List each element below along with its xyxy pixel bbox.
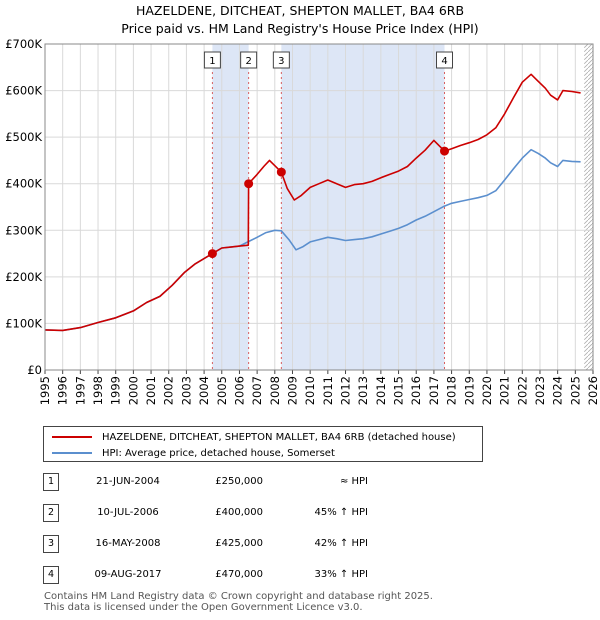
x-tick-label: 2010 (303, 376, 317, 405)
legend-label-property: HAZELDENE, DITCHEAT, SHEPTON MALLET, BA4… (102, 431, 456, 443)
sale-date: 10-JUL-2006 (97, 507, 159, 518)
x-tick-label: 2000 (126, 376, 140, 405)
x-tick-label: 2022 (515, 376, 529, 405)
sale-marker-box (436, 51, 454, 69)
sale-point (207, 249, 217, 259)
legend-item-property: HAZELDENE, DITCHEAT, SHEPTON MALLET, BA4… (52, 429, 456, 445)
sale-number-badge: 2 (43, 504, 59, 522)
sale-point (276, 167, 286, 177)
x-tick-label: 2003 (179, 376, 193, 405)
chart-legend: HAZELDENE, DITCHEAT, SHEPTON MALLET, BA4… (43, 426, 483, 462)
x-tick-label: 2001 (144, 376, 158, 405)
y-tick-label: £600K (5, 84, 42, 98)
series-line-property (44, 73, 581, 332)
sale-hpi-comparison: 42% ↑ HPI (314, 538, 368, 549)
x-tick-label: 2025 (568, 376, 582, 405)
footer-line-copyright: Contains HM Land Registry data © Crown c… (44, 591, 433, 602)
sale-point (440, 146, 450, 156)
x-tick-label: 2024 (551, 376, 565, 405)
sale-marker-box (240, 51, 258, 69)
x-tick-label: 1995 (38, 376, 52, 405)
y-tick-label: £200K (5, 270, 42, 284)
x-tick-label: 2021 (498, 376, 512, 405)
sale-marker-label: 1 (209, 56, 215, 67)
sale-marker-box (272, 51, 290, 69)
x-tick-label: 2006 (232, 376, 246, 405)
sale-marker-label: 2 (245, 56, 251, 67)
x-tick-label: 2007 (250, 376, 264, 405)
legend-item-hpi: HPI: Average price, detached house, Some… (52, 445, 335, 461)
sale-price: £250,000 (215, 476, 263, 487)
sale-number-badge: 3 (43, 535, 59, 553)
x-tick-label: 2016 (409, 376, 423, 405)
x-tick-label: 2019 (462, 376, 476, 405)
sale-hpi-comparison: 33% ↑ HPI (314, 569, 368, 580)
sale-hpi-comparison: 45% ↑ HPI (314, 507, 368, 518)
x-tick-label: 2002 (162, 376, 176, 405)
footer-line-licence: This data is licensed under the Open Gov… (44, 602, 363, 613)
sale-marker-label: 3 (278, 56, 284, 67)
x-tick-label: 2005 (215, 376, 229, 405)
x-tick-label: 2008 (268, 376, 282, 405)
sale-number-badge: 4 (43, 566, 59, 584)
x-tick-label: 2023 (533, 376, 547, 405)
y-tick-label: £300K (5, 223, 42, 237)
sale-price: £400,000 (215, 507, 263, 518)
footer-attribution: Contains HM Land Registry data © Crown c… (44, 591, 433, 613)
y-tick-label: £100K (5, 316, 42, 330)
sale-hpi-comparison: ≈ HPI (339, 476, 368, 487)
y-tick-label: £0 (27, 363, 42, 377)
sale-marker-label: 4 (441, 56, 447, 67)
y-tick-label: £400K (5, 177, 42, 191)
x-tick-label: 2017 (427, 376, 441, 405)
x-tick-label: 1998 (91, 376, 105, 405)
x-tick-label: 2013 (356, 376, 370, 405)
x-tick-label: 2004 (197, 376, 211, 405)
sale-price: £425,000 (215, 538, 263, 549)
legend-swatch-hpi (52, 452, 92, 454)
sale-marker-box (203, 51, 221, 69)
sale-point (244, 179, 254, 189)
legend-swatch-property (52, 436, 92, 438)
x-tick-label: 2018 (445, 376, 459, 405)
y-tick-label: £700K (5, 37, 42, 51)
x-tick-label: 2011 (321, 376, 335, 405)
x-tick-label: 1999 (109, 376, 123, 405)
chart-title-block: HAZELDENE, DITCHEAT, SHEPTON MALLET, BA4… (0, 2, 600, 38)
y-tick-label: £500K (5, 130, 42, 144)
chart-plot: 1 2 3 4 £0 £100K £200K £300K £400K £500K £600K £70… (5, 37, 600, 405)
x-tick-label: 2020 (480, 376, 494, 405)
x-tick-label: 2009 (285, 376, 299, 405)
shaded-period (212, 44, 249, 370)
sale-price: £470,000 (215, 569, 263, 580)
x-tick-label: 1996 (56, 376, 70, 405)
chart-title: HAZELDENE, DITCHEAT, SHEPTON MALLET, BA4… (135, 3, 465, 18)
sale-row: 3 16-MAY-2008 £425,000 42% ↑ HPI (43, 535, 403, 553)
plot-frame (44, 43, 594, 371)
sale-row: 2 10-JUL-2006 £400,000 45% ↑ HPI (43, 504, 403, 522)
x-tick-label: 1997 (73, 376, 87, 405)
sale-row: 1 21-JUN-2004 £250,000 ≈ HPI (43, 473, 403, 491)
legend-label-hpi: HPI: Average price, detached house, Some… (102, 447, 335, 459)
x-tick-label: 2014 (374, 376, 388, 405)
x-tick-label: 2015 (392, 376, 406, 405)
sale-date: 21-JUN-2004 (96, 476, 160, 487)
x-tick-label: 2026 (586, 376, 600, 405)
sale-number-badge: 1 (43, 473, 59, 491)
chart-subtitle: Price paid vs. HM Land Registry's House … (121, 21, 479, 36)
sale-date: 09-AUG-2017 (94, 569, 162, 580)
sale-date: 16-MAY-2008 (95, 538, 161, 549)
sale-row: 4 09-AUG-2017 £470,000 33% ↑ HPI (43, 566, 403, 584)
forecast-hatch (584, 44, 593, 370)
x-tick-label: 2012 (339, 376, 353, 405)
